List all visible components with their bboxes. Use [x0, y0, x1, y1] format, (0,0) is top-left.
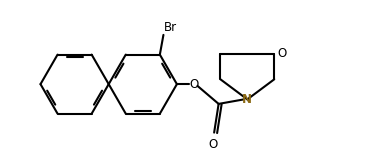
Text: O: O	[189, 78, 198, 91]
Text: N: N	[242, 93, 252, 106]
Text: O: O	[209, 138, 218, 151]
Text: Br: Br	[164, 21, 178, 34]
Text: O: O	[277, 47, 286, 60]
